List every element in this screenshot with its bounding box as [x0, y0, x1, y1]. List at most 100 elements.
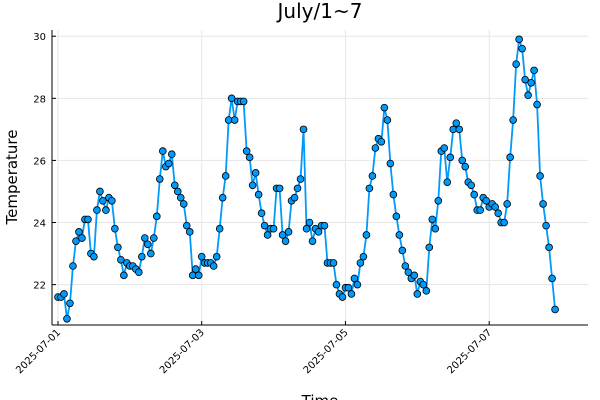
data-point — [111, 224, 119, 233]
data-point — [293, 184, 302, 193]
data-point — [138, 252, 146, 261]
data-point — [147, 249, 155, 258]
data-point — [491, 203, 499, 211]
data-point — [452, 119, 461, 127]
data-point — [108, 196, 116, 205]
data-point — [251, 169, 260, 177]
data-point — [467, 181, 476, 190]
data-point — [344, 283, 353, 292]
y-tick-label: 24 — [33, 219, 46, 230]
data-point — [296, 175, 305, 183]
data-point — [506, 153, 514, 162]
data-point — [476, 206, 485, 214]
data-point — [278, 231, 287, 239]
data-point — [458, 156, 467, 165]
data-point — [284, 228, 293, 236]
data-point — [302, 224, 311, 233]
data-point — [179, 200, 188, 208]
data-point — [422, 287, 431, 295]
data-point — [455, 125, 464, 134]
data-point — [99, 196, 107, 205]
data-point — [461, 162, 470, 171]
data-point — [141, 234, 149, 242]
data-point — [239, 97, 248, 106]
data-point — [90, 252, 98, 261]
data-point — [78, 234, 86, 242]
data-point — [281, 237, 290, 245]
data-point — [69, 262, 77, 270]
data-point — [401, 262, 410, 270]
data-point — [257, 209, 266, 218]
data-point — [176, 193, 185, 202]
data-point — [512, 60, 520, 68]
data-point — [170, 181, 179, 190]
data-point — [443, 178, 452, 186]
data-point — [359, 252, 368, 261]
data-point — [197, 252, 206, 261]
data-point — [395, 231, 404, 239]
y-tick-label: 26 — [33, 156, 46, 167]
data-point — [153, 212, 161, 221]
data-point — [398, 246, 407, 255]
data-point — [84, 215, 92, 224]
data-point — [431, 224, 440, 233]
data-point — [533, 100, 541, 109]
data-point — [308, 237, 317, 245]
data-point — [410, 271, 419, 280]
data-point — [263, 231, 272, 239]
y-tick-label: 22 — [33, 281, 46, 292]
data-point — [305, 218, 314, 227]
data-point — [150, 234, 158, 242]
data-point — [254, 190, 263, 199]
data-point — [209, 262, 218, 270]
data-point — [368, 172, 377, 180]
data-point — [434, 196, 443, 205]
data-point — [182, 221, 191, 230]
data-point — [96, 187, 104, 196]
data-point — [260, 221, 269, 230]
data-point — [356, 259, 365, 267]
data-point — [60, 290, 68, 298]
x-axis-title: Time — [301, 392, 339, 400]
data-point — [144, 240, 152, 249]
data-point — [329, 259, 338, 267]
data-point — [392, 212, 401, 221]
data-point — [114, 243, 122, 252]
data-point — [245, 153, 254, 162]
data-point — [425, 243, 434, 252]
data-point — [539, 200, 547, 208]
data-point — [386, 159, 395, 168]
data-point — [389, 190, 398, 199]
data-point — [377, 137, 386, 146]
data-point — [371, 144, 380, 152]
data-point — [365, 184, 374, 193]
data-point — [299, 125, 308, 134]
data-point — [275, 184, 284, 193]
data-point — [419, 280, 428, 289]
data-point — [248, 181, 257, 190]
data-point — [404, 268, 413, 277]
data-point — [524, 91, 532, 100]
data-point — [530, 66, 538, 75]
data-point — [536, 172, 544, 180]
data-point — [230, 116, 239, 124]
data-point — [446, 153, 455, 162]
data-point — [66, 299, 74, 308]
data-point — [117, 255, 125, 264]
data-point — [428, 215, 437, 224]
data-point — [383, 116, 392, 124]
data-point — [173, 187, 182, 196]
data-point — [135, 268, 143, 277]
data-point — [194, 271, 203, 280]
data-point — [413, 290, 422, 298]
y-axis-title: Temperature — [3, 129, 21, 225]
data-point — [470, 190, 479, 199]
data-point — [63, 314, 71, 323]
data-point — [353, 280, 362, 289]
data-point — [551, 305, 559, 314]
data-point — [167, 150, 176, 159]
data-point — [242, 147, 251, 155]
data-point — [72, 237, 80, 245]
